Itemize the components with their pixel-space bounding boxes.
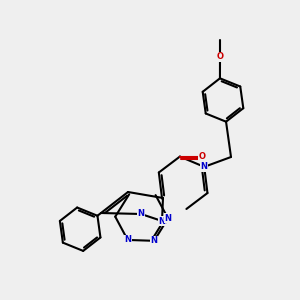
Text: N: N (124, 236, 131, 244)
Text: O: O (217, 52, 224, 62)
Text: N: N (158, 217, 166, 226)
Text: N: N (164, 214, 172, 223)
Text: N: N (151, 236, 158, 245)
Text: N: N (201, 162, 208, 171)
Text: N: N (137, 209, 145, 218)
Text: O: O (199, 152, 206, 161)
